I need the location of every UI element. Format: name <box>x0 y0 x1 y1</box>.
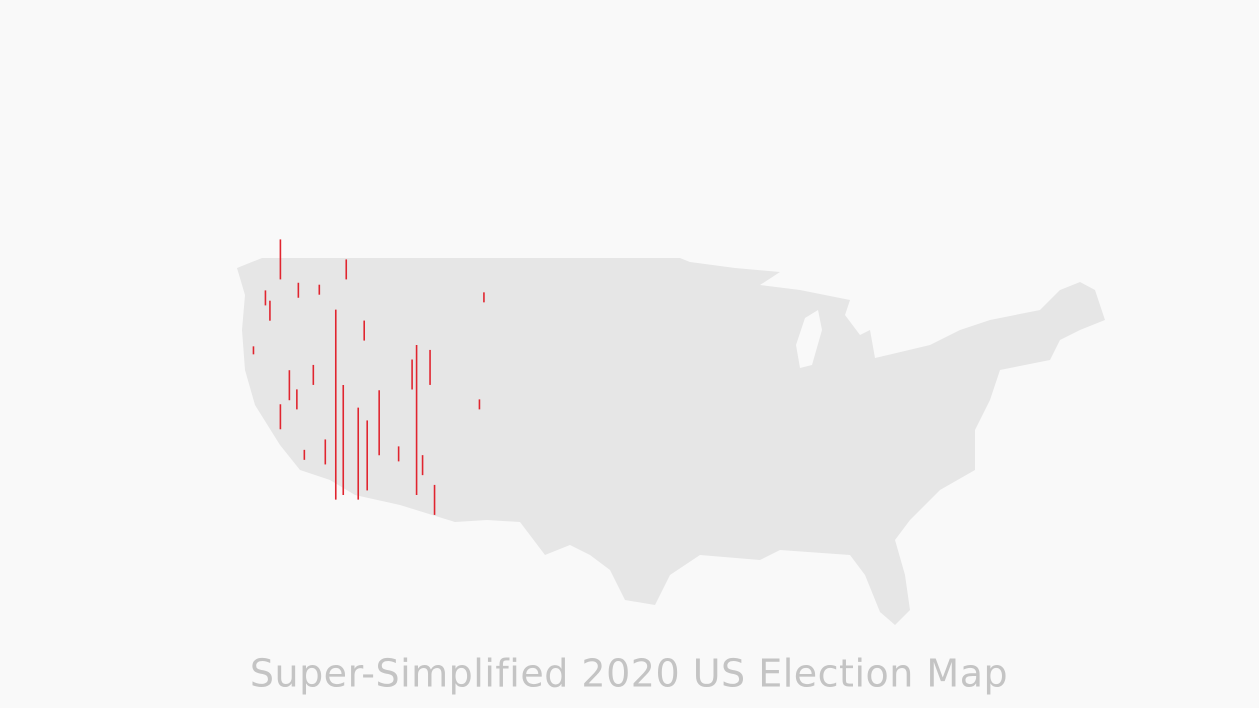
spike-layer <box>252 239 485 515</box>
map-title: Super-Simplified 2020 US Election Map <box>250 652 1008 696</box>
us-outline <box>237 258 1105 625</box>
lake-michigan <box>796 310 822 368</box>
